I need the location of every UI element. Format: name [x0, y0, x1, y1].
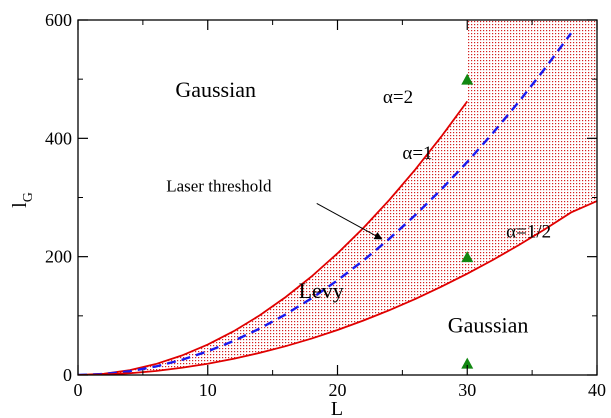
x-tick-label: 30 [458, 380, 476, 400]
levy-region-fill [78, 20, 597, 375]
annotation-gaussian: Gaussian [175, 77, 256, 102]
y-tick-label: 400 [45, 128, 72, 148]
annotation-alpha-2: α=2 [383, 87, 413, 108]
x-axis-label: L [331, 398, 343, 418]
series-line-alpha-1-2 [78, 200, 597, 375]
annotation-laser-threshold: Laser threshold [166, 177, 272, 196]
y-axis-label-subscript: G [21, 192, 36, 202]
x-tick-label: 0 [74, 380, 83, 400]
annotation-alpha-1: α=1 [402, 143, 432, 164]
laser-threshold-arrow [316, 202, 383, 240]
data-point-triangle-1 [461, 73, 474, 85]
y-tick-label: 0 [63, 365, 72, 385]
annotation-gaussian: Gaussian [448, 312, 529, 337]
data-point-triangle-3 [461, 357, 474, 369]
series-line-alpha-1 [78, 32, 573, 375]
y-tick-label: 600 [45, 10, 72, 30]
levy-region [78, 20, 597, 375]
annotation-alpha-1-2: α=1/2 [506, 222, 551, 243]
x-tick-label: 20 [329, 380, 347, 400]
y-axis-label: lG [9, 192, 36, 208]
series-line-alpha-2 [78, 100, 468, 375]
annotation-layer: Gaussian α=2 α=1 Laser threshold α=1/2 Levy Ga… [166, 77, 551, 337]
y-tick-label: 200 [45, 247, 72, 267]
annotation-levy: Levy [299, 278, 344, 303]
data-point-triangle-2 [461, 251, 474, 263]
y-axis-label-main: l [9, 202, 31, 208]
x-tick-label: 40 [588, 380, 606, 400]
marker-layer [461, 73, 474, 369]
x-tick-label: 10 [199, 380, 217, 400]
series-layer [78, 32, 597, 375]
